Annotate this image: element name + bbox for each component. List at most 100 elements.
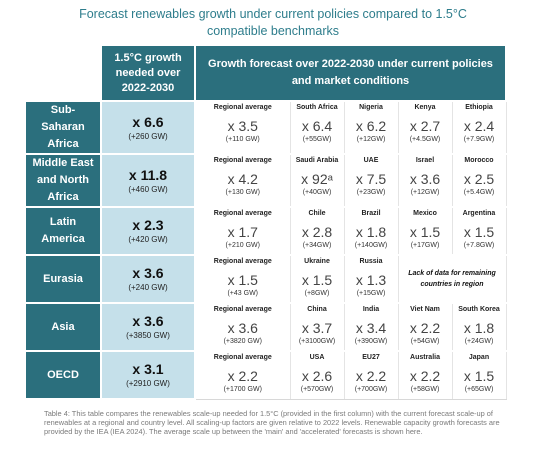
regional-average-factor: x 2.2 <box>227 368 258 384</box>
country-name: EU27 <box>362 354 380 361</box>
country-factor: x 2.4 <box>463 118 495 134</box>
title-line-1: Forecast renewables growth under current… <box>79 7 467 21</box>
country-name: South Africa <box>296 104 338 111</box>
country-cell: Ethiopia x 2.4 (+7.9GW) <box>451 100 507 155</box>
country-factor: x 1.5 <box>463 368 495 384</box>
needed-factor: x 3.1 <box>132 361 164 377</box>
table-row: Middle East and North Africa x 11.8 (+460 … <box>24 153 507 208</box>
country-gw: (+65GW) <box>464 386 494 393</box>
table-row: Asia x 3.6 (+3850 GW) Regional average x 3.6… <box>24 302 507 352</box>
regional-average-factor: x 1.5 <box>227 272 258 288</box>
country-gw: (+15GW) <box>356 290 386 297</box>
country-cell: USA x 2.6 (+570GW) <box>289 350 345 400</box>
regional-average-cell: Regional average x 3.6 (+3820 GW) <box>194 302 291 352</box>
table-row: Sub-Saharan Africa x 6.6 (+260 GW) Regional… <box>24 100 507 155</box>
country-name: Viet Nam <box>410 306 440 313</box>
page-title: Forecast renewables growth under current… <box>0 6 546 40</box>
needed-gw: (+2910 GW) <box>126 379 170 388</box>
country-cell: Japan x 1.5 (+65GW) <box>451 350 507 400</box>
country-gw: (+390GW) <box>354 338 388 345</box>
country-cell: South Africa x 6.4 (+55GW) <box>289 100 345 155</box>
regional-average-label: Regional average <box>213 210 272 217</box>
comparison-table: 1.5°C growth needed over 2022-2030 Growt… <box>24 44 507 400</box>
region-cell: Eurasia <box>24 254 102 304</box>
country-name: Brazil <box>361 210 381 217</box>
country-cell: Kenya x 2.7 (+4.5GW) <box>397 100 453 155</box>
country-factor: x 3.4 <box>355 320 387 336</box>
country-gw: (+5.4GW) <box>463 189 495 196</box>
header-forecast-line-2: and market conditions <box>291 75 410 87</box>
country-factor: x 1.5 <box>463 224 495 240</box>
regional-average-factor: x 4.2 <box>227 171 258 187</box>
country-factor: x 2.2 <box>355 368 387 384</box>
country-name: Kenya <box>414 104 436 111</box>
region-cell: Asia <box>24 302 102 352</box>
needed-cell: x 11.8 (+460 GW) <box>100 153 196 208</box>
country-name: China <box>307 306 327 313</box>
regional-average-label: Regional average <box>213 157 272 164</box>
country-name: India <box>362 306 380 313</box>
country-cell: Australia x 2.2 (+58GW) <box>397 350 453 400</box>
country-cell: Russia x 1.3 (+15GW) <box>343 254 399 304</box>
country-cell: South Korea x 1.8 (+24GW) <box>451 302 507 352</box>
country-name: Israel <box>415 157 435 164</box>
country-gw: (+570GW) <box>300 386 334 393</box>
country-factor: x 2.2 <box>409 320 441 336</box>
regional-average-cell: Regional average x 4.2 (+130 GW) <box>194 153 291 208</box>
regional-average-gw: (+1700 GW) <box>223 386 262 393</box>
regional-average-label: Regional average <box>213 306 272 313</box>
country-gw: (+12GW) <box>410 189 440 196</box>
regional-average-factor: x 3.5 <box>227 118 258 134</box>
country-cell: Ukraine x 1.5 (+8GW) <box>289 254 345 304</box>
regional-average-factor: x 3.6 <box>227 320 258 336</box>
regional-average-cell: Regional average x 1.7 (+210 GW) <box>194 206 291 256</box>
country-name: Saudi Arabia <box>295 157 339 164</box>
needed-factor: x 3.6 <box>132 313 164 329</box>
country-factor: x 2.2 <box>409 368 441 384</box>
regional-average-gw: (+110 GW) <box>225 136 260 143</box>
needed-factor: x 2.3 <box>132 217 164 233</box>
country-cell: Nigeria x 6.2 (+12GW) <box>343 100 399 155</box>
country-gw: (+7.8GW) <box>463 242 495 249</box>
header-row: 1.5°C growth needed over 2022-2030 Growt… <box>25 44 507 102</box>
country-gw: (+40GW) <box>302 189 332 196</box>
country-gw: (+23GW) <box>356 189 386 196</box>
country-cell: Chile x 2.8 (+34GW) <box>289 206 345 256</box>
table-row: Eurasia x 3.6 (+240 GW) Regional average x 1… <box>24 254 507 304</box>
header-needed-line-2: needed over <box>115 66 181 79</box>
table-row: OECD x 3.1 (+2910 GW) Regional average x 2.2… <box>24 350 507 400</box>
country-name: Japan <box>468 354 490 361</box>
region-cell: Middle East and North Africa <box>24 153 102 208</box>
regional-average-gw: (+130 GW) <box>225 189 260 196</box>
needed-gw: (+260 GW) <box>128 131 168 141</box>
country-factor: x 92ᵃ <box>301 171 333 187</box>
country-gw: (+12GW) <box>356 136 386 143</box>
regional-average-label: Regional average <box>213 354 272 361</box>
country-name: Argentina <box>462 210 496 217</box>
country-gw: (+17GW) <box>410 242 440 249</box>
needed-factor: x 6.6 <box>132 113 164 130</box>
country-gw: (+55GW) <box>302 136 332 143</box>
country-cell: Israel x 3.6 (+12GW) <box>397 153 453 208</box>
country-factor: x 3.7 <box>301 320 333 336</box>
country-factor: x 2.7 <box>409 118 441 134</box>
country-name: USA <box>309 354 325 361</box>
country-cell: UAE x 7.5 (+23GW) <box>343 153 399 208</box>
country-name: Morocco <box>464 157 494 164</box>
country-name: Ethiopia <box>465 104 493 111</box>
header-forecast-line-1: Growth forecast over 2022-2030 under cur… <box>208 58 493 70</box>
country-cell: Viet Nam x 2.2 (+54GW) <box>397 302 453 352</box>
country-factor: x 2.6 <box>301 368 333 384</box>
country-gw: (+34GW) <box>302 242 332 249</box>
country-factor: x 7.5 <box>355 171 387 187</box>
title-line-2: compatible benchmarks <box>206 24 339 38</box>
country-gw: (+54GW) <box>410 338 440 345</box>
country-gw: (+58GW) <box>410 386 440 393</box>
needed-gw: (+240 GW) <box>128 283 168 292</box>
region-cell: Latin America <box>24 206 102 256</box>
country-gw: (+24GW) <box>464 338 494 345</box>
country-factor: x 2.8 <box>301 224 333 240</box>
country-factor: x 6.4 <box>301 118 333 134</box>
header-needed: 1.5°C growth needed over 2022-2030 <box>100 44 196 102</box>
country-gw: (+8GW) <box>304 290 330 297</box>
